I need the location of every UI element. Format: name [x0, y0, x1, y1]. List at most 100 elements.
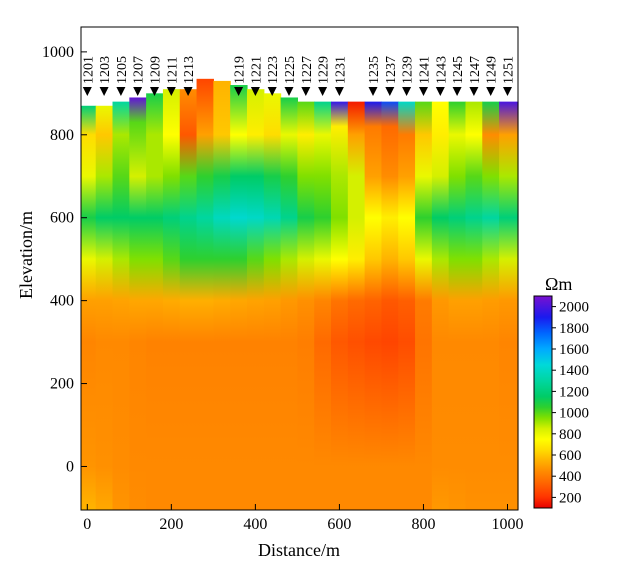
- colorbar: 200 400 600 800 1000 1200 1400 1600 1800 2000: [533, 295, 589, 509]
- station-marker: [234, 87, 244, 96]
- station-label: 1209: [149, 56, 164, 84]
- y-axis-title: Elevation/m: [16, 211, 36, 299]
- heatmap-column: [482, 101, 500, 510]
- colorbar-tick-label: 400: [559, 469, 582, 485]
- station-marker: [116, 87, 126, 96]
- colorbar-tick-label: 1200: [559, 384, 589, 400]
- station-label: 1243: [434, 56, 449, 84]
- station-label: 1207: [132, 56, 147, 84]
- resistivity-heatmap: [81, 78, 519, 511]
- station-marker: [419, 87, 428, 96]
- heatmap-column: [431, 101, 450, 510]
- colorbar-gradient: [533, 295, 553, 509]
- station-marker: [503, 87, 512, 96]
- station-marker: [318, 87, 328, 96]
- heatmap-column: [465, 101, 483, 510]
- heatmap-column: [347, 101, 366, 510]
- station-label: 1227: [300, 56, 315, 84]
- heatmap-column: [112, 101, 130, 510]
- heatmap-column: [499, 101, 519, 510]
- station-label: 1235: [367, 56, 382, 84]
- heatmap-column: [95, 105, 114, 511]
- station-label: 1225: [283, 56, 298, 84]
- colorbar-tick-label: 200: [559, 490, 582, 506]
- y-tick-label: 800: [50, 127, 74, 144]
- station-marker: [469, 87, 479, 96]
- heatmap-column: [146, 93, 164, 510]
- x-tick-label: 200: [159, 516, 183, 533]
- station-label: 1221: [249, 56, 264, 84]
- station-marker: [486, 87, 496, 96]
- station-label: 1219: [233, 56, 248, 84]
- station-marker: [150, 87, 159, 96]
- station-label: 1239: [401, 56, 416, 84]
- heatmap-column: [129, 97, 147, 510]
- station-label: 1241: [418, 56, 433, 84]
- station-marker: [133, 87, 143, 96]
- station-marker: [284, 87, 294, 96]
- heatmap-column: [398, 101, 416, 510]
- heatmap-column: [196, 78, 214, 510]
- heatmap-column: [415, 101, 433, 510]
- colorbar-tick-label: 1400: [559, 363, 589, 379]
- station-label: 1247: [468, 56, 483, 84]
- y-tick-label: 600: [50, 210, 74, 227]
- station-marker: [183, 87, 193, 96]
- station-label: 1237: [384, 56, 399, 84]
- colorbar-tick-label: 800: [559, 427, 582, 443]
- station-label: 1201: [81, 56, 96, 84]
- y-tick-label: 0: [66, 458, 74, 475]
- heatmap-column: [297, 101, 315, 510]
- x-tick-label: 600: [327, 516, 351, 533]
- station-markers: 1201 1203 1205 1207 1209 1211 1213 1219 1221 1223…: [81, 56, 517, 96]
- colorbar-tick-label: 600: [559, 448, 582, 464]
- station-marker: [250, 87, 260, 96]
- station-label: 1231: [333, 56, 348, 84]
- heatmap-column: [448, 101, 467, 510]
- station-label: 1223: [266, 56, 281, 84]
- heatmap-column: [331, 101, 349, 510]
- station-label: 1213: [182, 56, 197, 84]
- heatmap-column: [381, 101, 399, 510]
- station-marker: [452, 87, 462, 96]
- station-marker: [82, 87, 92, 96]
- station-marker: [368, 87, 378, 96]
- station-marker: [385, 87, 395, 96]
- station-marker: [301, 87, 311, 96]
- station-label: 1245: [451, 56, 466, 84]
- station-marker: [166, 87, 176, 96]
- heatmap-column: [263, 93, 282, 510]
- heatmap-column: [213, 80, 231, 511]
- heatmap-column: [179, 89, 198, 510]
- station-label: 1229: [317, 56, 332, 84]
- x-tick-label: 800: [411, 516, 435, 533]
- colorbar-tick-label: 1600: [559, 342, 589, 358]
- x-tick-label: 400: [243, 516, 267, 533]
- station-marker: [402, 87, 412, 96]
- heatmap-column: [162, 89, 181, 510]
- heatmap-column: [314, 101, 332, 510]
- y-axis: 0 200 400 600 800 1000: [42, 44, 87, 475]
- x-axis: 0 200 400 600 800 1000: [83, 504, 523, 533]
- station-marker: [267, 87, 277, 96]
- y-tick-label: 400: [50, 293, 74, 310]
- x-tick-label: 1000: [491, 516, 523, 533]
- station-label: 1249: [485, 56, 500, 84]
- heatmap-column: [230, 85, 248, 510]
- heatmap-column: [246, 89, 265, 510]
- colorbar-tick-label: 2000: [559, 300, 589, 316]
- station-marker: [99, 87, 109, 96]
- station-marker: [334, 87, 344, 96]
- station-label: 1205: [115, 56, 130, 84]
- x-tick-label: 0: [83, 516, 91, 533]
- colorbar-tick-label: 1800: [559, 321, 589, 337]
- y-tick-label: 200: [50, 376, 74, 393]
- station-marker: [435, 87, 445, 96]
- plot-frame: [80, 26, 519, 511]
- station-label: 1203: [98, 56, 113, 84]
- heatmap-column: [81, 105, 97, 511]
- colorbar-unit: Ωm: [545, 274, 572, 294]
- station-label: 1251: [502, 56, 517, 84]
- heatmap-column: [280, 97, 298, 510]
